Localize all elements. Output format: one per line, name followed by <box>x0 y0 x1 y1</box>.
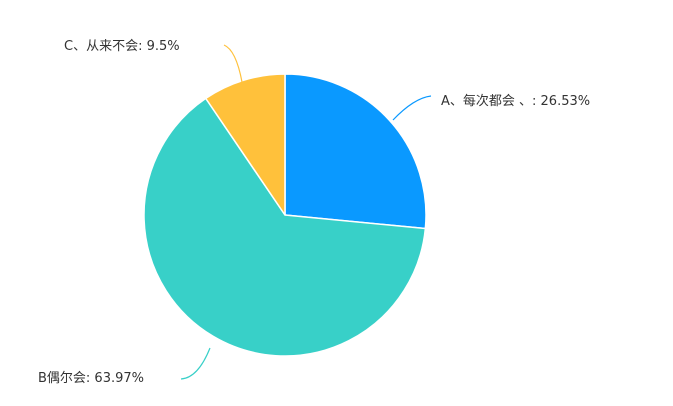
leader-line-c <box>223 44 243 83</box>
slice-label-a: A、每次都会 、: 26.53% <box>441 93 590 109</box>
slices-layer <box>143 73 427 357</box>
labels-layer: A、每次都会 、: 26.53% B偶尔会: 63.97% C、从来不会: 9.… <box>38 39 590 386</box>
leader-lines-layer <box>180 44 432 380</box>
slice-label-c: C、从来不会: 9.5% <box>64 39 180 54</box>
pie-slice-b <box>143 97 427 357</box>
pie-slice-a <box>284 73 427 230</box>
pie-slice-c <box>205 73 286 216</box>
slice-label-b: B偶尔会: 63.97% <box>38 371 144 386</box>
leader-line-b <box>180 347 211 380</box>
leader-line-a <box>392 95 432 121</box>
